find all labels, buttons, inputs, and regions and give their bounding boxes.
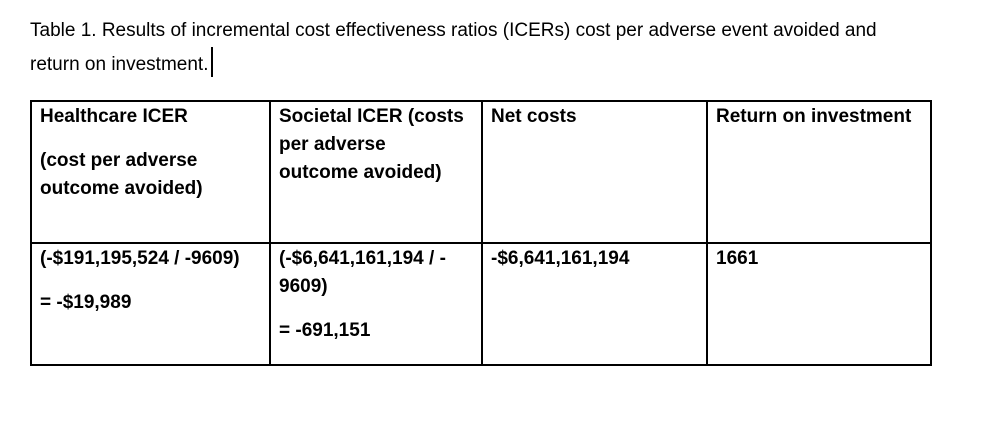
text-cursor bbox=[211, 47, 214, 77]
cell-paragraph: -$6,641,161,194 bbox=[491, 248, 630, 269]
cell-paragraph: (cost per adverse outcome avoided) bbox=[40, 150, 203, 199]
results-table: Healthcare ICER (cost per adverse outcom… bbox=[30, 100, 932, 366]
cell-paragraph: Societal ICER (costs per adverse outcome… bbox=[279, 106, 464, 183]
table-header-row: Healthcare ICER (cost per adverse outcom… bbox=[30, 100, 932, 244]
caption-line-1: Table 1. Results of incremental cost eff… bbox=[30, 20, 877, 41]
cell-paragraph: Healthcare ICER bbox=[40, 106, 188, 127]
header-cell-societal-icer[interactable]: Societal ICER (costs per adverse outcome… bbox=[269, 100, 483, 244]
table-caption[interactable]: Table 1. Results of incremental cost eff… bbox=[30, 14, 930, 81]
cell-paragraph: Return on investment bbox=[716, 106, 912, 127]
cell-paragraph: 1661 bbox=[716, 248, 759, 269]
header-cell-net-costs[interactable]: Net costs bbox=[481, 100, 708, 244]
caption-line-2: return on investment. bbox=[30, 47, 930, 81]
data-cell-net-costs[interactable]: -$6,641,161,194 bbox=[481, 242, 708, 366]
data-cell-societal-icer[interactable]: (-$6,641,161,194 / - 9609) = -691,151 bbox=[269, 242, 483, 366]
cell-paragraph: = -691,151 bbox=[279, 320, 371, 341]
cell-paragraph: Net costs bbox=[491, 106, 577, 127]
data-cell-healthcare-icer[interactable]: (-$191,195,524 / -9609) = -$19,989 bbox=[30, 242, 271, 366]
table-data-row: (-$191,195,524 / -9609) = -$19,989 (-$6,… bbox=[30, 242, 932, 366]
data-cell-return-on-investment[interactable]: 1661 bbox=[706, 242, 932, 366]
cell-paragraph: (-$191,195,524 / -9609) bbox=[40, 248, 240, 269]
caption-line-2-text: return on investment. bbox=[30, 54, 209, 75]
cell-paragraph: (-$6,641,161,194 / - 9609) bbox=[279, 248, 446, 297]
header-cell-healthcare-icer[interactable]: Healthcare ICER (cost per adverse outcom… bbox=[30, 100, 271, 244]
header-cell-return-on-investment[interactable]: Return on investment bbox=[706, 100, 932, 244]
cell-paragraph: = -$19,989 bbox=[40, 292, 132, 313]
